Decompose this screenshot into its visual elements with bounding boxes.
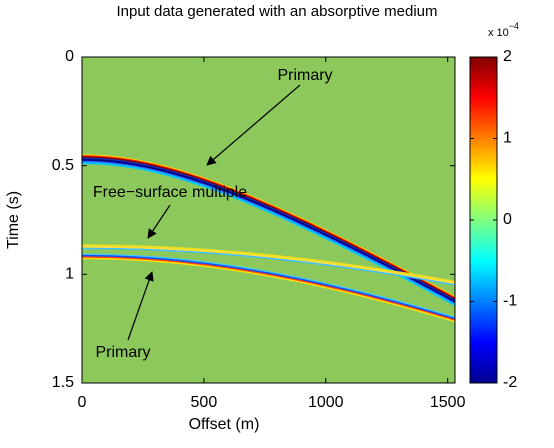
y-tick-label: 1.5 [52, 374, 74, 391]
y-axis-label: Time (s) [5, 191, 22, 249]
colorbar-tick-label: -1 [503, 293, 517, 310]
arrow [127, 271, 154, 341]
y-tick-label: 0.5 [52, 157, 74, 174]
event [82, 246, 455, 285]
x-axis-label: Offset (m) [189, 416, 260, 433]
colorbar [469, 56, 498, 384]
x-tick-label: 0 [78, 394, 87, 411]
y-tick-label: 0 [65, 48, 74, 65]
annotation: Free−surface multiple [93, 184, 247, 201]
chart-title: Input data generated with an absorptive … [116, 3, 437, 20]
x-tick-label: 500 [191, 394, 218, 411]
arrow [147, 204, 171, 239]
colorbar-tick-label: 1 [503, 130, 512, 147]
colorbar-tick-label: 2 [503, 48, 512, 65]
y-tick-label: 1 [65, 266, 74, 283]
colorbar-scale-base: x 10 [488, 27, 509, 39]
event [82, 160, 455, 305]
colorbar-scale: x 10−4 [488, 21, 519, 39]
x-tick-label: 1500 [430, 394, 466, 411]
event [82, 253, 455, 319]
arrow [206, 84, 301, 166]
annotation: Primary [277, 67, 332, 84]
colorbar-scale-exponent: −4 [509, 21, 519, 31]
event [82, 256, 455, 322]
plot-frame [81, 56, 456, 384]
image-background [82, 57, 455, 383]
colorbar-tick-label: -2 [503, 374, 517, 391]
seismic-events [82, 154, 455, 323]
event [82, 244, 455, 283]
event [82, 254, 455, 320]
event [82, 257, 455, 323]
event [82, 247, 455, 286]
event [82, 162, 455, 307]
colorbar-tick-label: 0 [503, 211, 512, 228]
x-tick-label: 1000 [308, 394, 344, 411]
annotation: Primary [95, 344, 150, 361]
